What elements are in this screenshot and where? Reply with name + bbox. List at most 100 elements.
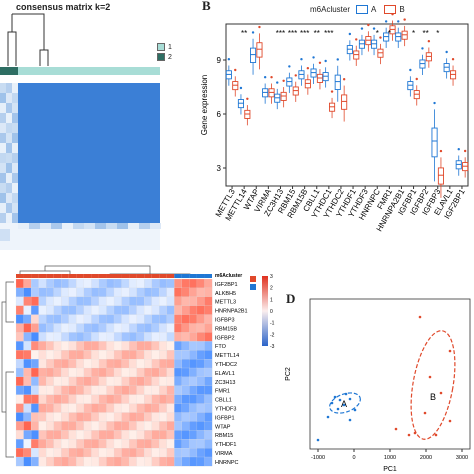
- y-axis-label: Gene expression: [200, 75, 209, 135]
- heatmap-row-VIRMA: VIRMA: [215, 451, 233, 457]
- annotation-title: m6Acluster: [215, 273, 242, 279]
- signif-ZC3H13: ***: [276, 29, 285, 38]
- panel-c: IGF2BP1 ALKBH5 METTL3 HNRNPA2B1 IGFBP3 RBM15B…: [0, 262, 280, 474]
- point-b-4: [423, 411, 427, 415]
- legend-label-b: B: [399, 5, 405, 14]
- signif-RBM15: ***: [288, 29, 297, 38]
- heatmap-row-IGFBP2: IGFBP2: [215, 335, 235, 341]
- heatmap-row-YTHDF3: YTHDF3: [215, 407, 236, 413]
- scale-tick-4: -1: [270, 321, 275, 327]
- consensus-matrix: [18, 83, 160, 223]
- point-a-1: [338, 398, 342, 402]
- y-tick-0: 3: [217, 164, 222, 173]
- heatmap-row-CBLL1: CBLL1: [215, 398, 232, 404]
- heatmap-row-IGFBP1: IGFBP1: [215, 415, 235, 421]
- signif-METTL14: **: [241, 29, 247, 38]
- signif-CBLL1: **: [314, 29, 320, 38]
- legend-swatch-1: [157, 43, 165, 51]
- signif-HNRNPC: *: [376, 29, 379, 38]
- signif-FMR1: *: [388, 29, 391, 38]
- point-b-9: [434, 433, 438, 437]
- signif-IGFBP3: *: [436, 29, 439, 38]
- scale-tick-3: 0: [270, 309, 273, 315]
- heatmap-row-IGFBP3: IGFBP3: [215, 318, 235, 324]
- scale-tick-1: 2: [270, 286, 273, 292]
- heatmap-row-RBM15B: RBM15B: [215, 326, 237, 332]
- heatmap-row-METTL14: METTL14: [215, 353, 239, 359]
- box-IGFBP3-A: [431, 127, 438, 158]
- box-WTAP-A: [250, 47, 257, 63]
- ellipse-a: [329, 392, 361, 414]
- scale-tick-0: 3: [270, 274, 273, 280]
- heatmap-row-ZC3H13: ZC3H13: [215, 380, 235, 386]
- heatmap-row-ALKBH5: ALKBH5: [215, 291, 236, 297]
- point-a-6: [330, 401, 334, 405]
- column-dendrogram: [19, 265, 191, 278]
- point-b-0: [418, 315, 422, 319]
- box-IGFBP3-B: [437, 167, 445, 185]
- point-b-2: [428, 375, 432, 379]
- box-YTHDC2-A: [334, 74, 341, 90]
- heatmap-row-RBM15: RBM15: [215, 433, 233, 439]
- point-a-8: [326, 415, 330, 419]
- heatmap-row-HNRNPC: HNRNPC: [215, 460, 239, 466]
- panel-d-letter: D: [286, 291, 296, 306]
- heatmap: IGF2BP1 ALKBH5 METTL3 HNRNPA2B1 IGFBP3 RBM15B…: [1, 265, 275, 467]
- heatmap-row-YTHDC2: YTHDC2: [215, 362, 237, 368]
- box-WTAP-B: [256, 42, 263, 58]
- point-a-10: [348, 418, 352, 422]
- x-tick-0: -1000: [311, 455, 325, 461]
- point-b-6: [407, 433, 411, 437]
- point-a-2: [342, 403, 346, 407]
- x-tick-3: 2000: [420, 455, 432, 461]
- legend-title: m6Acluster: [310, 5, 351, 14]
- scale-tick-5: -2: [270, 332, 275, 338]
- heatmap-row-HNRNPA2B1: HNRNPA2B1: [215, 309, 248, 315]
- point-a-9: [316, 438, 320, 442]
- scale-tick-6: -3: [270, 344, 275, 350]
- panel-b-letter: B: [202, 0, 211, 13]
- heatmap-row-FMR1: FMR1: [215, 389, 230, 395]
- signif-IGFBP2: **: [423, 29, 429, 38]
- panel-a-graphic: [0, 13, 161, 250]
- dendrogram: [7, 13, 49, 66]
- legend-label-1: 1: [168, 43, 172, 51]
- heatmap-row-METTL3: METTL3: [215, 300, 236, 306]
- legend-label-a: A: [371, 5, 377, 14]
- signif-RBM15B: ***: [300, 29, 309, 38]
- heatmap-row-YTHDF1: YTHDF1: [215, 442, 236, 448]
- x-axis-label: PC1: [383, 466, 397, 473]
- point-b-3: [439, 391, 443, 395]
- heatmap-row-IGF2BP1: IGF2BP1: [215, 282, 238, 288]
- signif-IGFBP1: *: [412, 29, 415, 38]
- box-YTHDC2-B: [341, 94, 348, 110]
- legend-box-b: [384, 5, 397, 14]
- point-a-4: [336, 407, 340, 411]
- y-tick-2: 9: [217, 56, 222, 65]
- heatmap-row-FTO: FTO: [215, 344, 227, 350]
- ellipse-b: [410, 330, 456, 440]
- scale-tick-2: 1: [270, 297, 273, 303]
- panel-b-legend: m6Acluster A B: [310, 5, 405, 14]
- point-b-1: [448, 349, 452, 353]
- boxplot-chart: Gene expression369METTL3METTL14**WTAPVIR…: [200, 12, 469, 233]
- heatmap-row-ELAVL1: ELAVL1: [215, 371, 235, 377]
- point-a-5: [353, 408, 357, 412]
- panel-a-legend: 1 2: [157, 43, 172, 61]
- legend-swatch-2: [157, 53, 165, 61]
- panel-a: consensus matrix k=2 1 2: [0, 0, 200, 250]
- point-b-5: [413, 431, 417, 435]
- legend-label-2: 2: [168, 53, 172, 61]
- y-tick-1: 6: [217, 110, 222, 119]
- x-tick-1: 0: [352, 455, 355, 461]
- signif-YTHDC1: ***: [324, 29, 333, 38]
- point-b-8: [394, 427, 398, 431]
- cluster-strip: [0, 67, 160, 75]
- x-tick-2: 1000: [384, 455, 396, 461]
- color-scale: [262, 276, 268, 346]
- boxplot-frame: [225, 23, 469, 187]
- panel-b: B m6Acluster A B Gene expression 3 6 9 METTL…: [198, 0, 474, 255]
- point-a-3: [348, 397, 352, 401]
